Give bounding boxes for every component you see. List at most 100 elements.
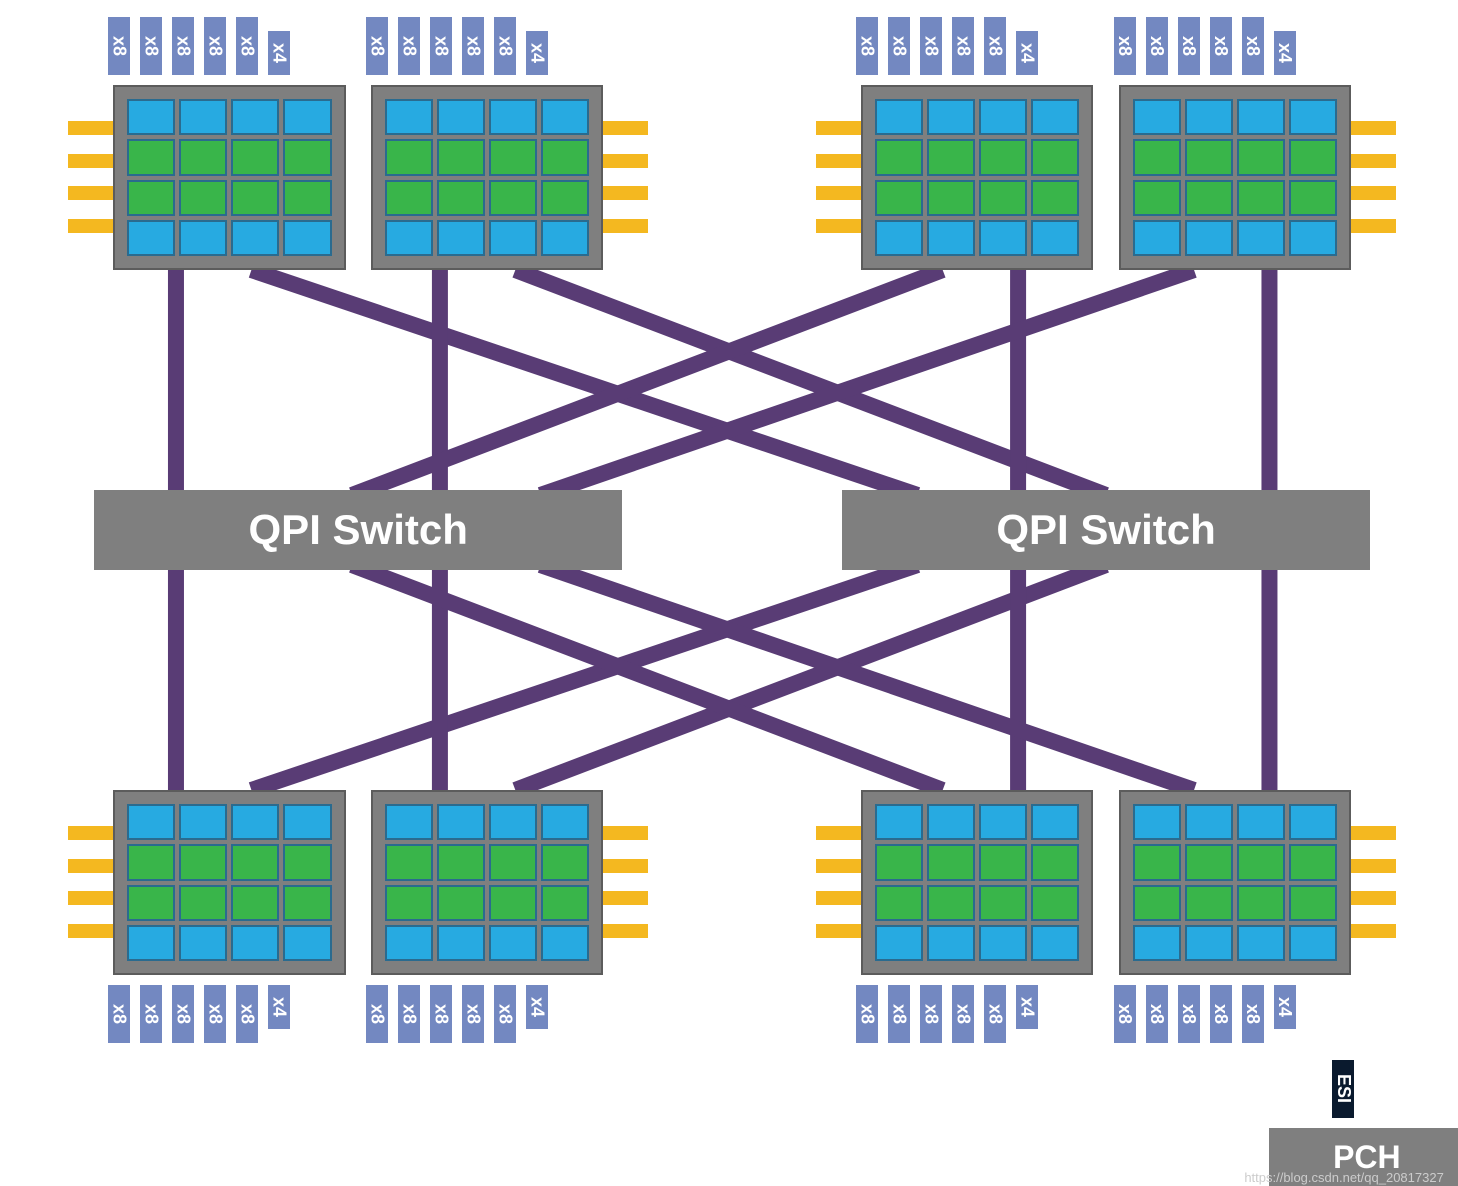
cpu-core-cell: [541, 925, 589, 961]
cpu-core-grid: [875, 99, 1080, 256]
cpu-core-cell: [1289, 180, 1337, 216]
cpu-core-cell: [875, 139, 923, 175]
memory-pin: [1351, 826, 1396, 840]
cpu-block: x8x8x8x8x8x4: [861, 790, 1094, 975]
cpu-core-cell: [283, 220, 331, 256]
memory-pin: [1351, 121, 1396, 135]
cpu-core-cell: [927, 180, 975, 216]
memory-pin: [603, 891, 648, 905]
cpu-core-cell: [1289, 925, 1337, 961]
memory-pin: [816, 891, 861, 905]
pcie-label: x8: [108, 17, 130, 75]
memory-pin: [603, 186, 648, 200]
cpu-core-cell: [1185, 844, 1233, 880]
memory-pin: [603, 154, 648, 168]
pcie-label: x8: [140, 17, 162, 75]
cpu-core-grid: [875, 804, 1080, 961]
cpu-core-cell: [283, 180, 331, 216]
cpu-core-cell: [179, 180, 227, 216]
cpu-block: x8x8x8x8x8x4: [113, 790, 346, 975]
cpu-core-cell: [1031, 139, 1079, 175]
pcie-label: x8: [462, 985, 484, 1043]
cpu-core-cell: [927, 925, 975, 961]
cpu-core-cell: [283, 139, 331, 175]
cpu-core-cell: [179, 925, 227, 961]
cpu-core-cell: [1031, 220, 1079, 256]
cpu-core-cell: [127, 804, 175, 840]
memory-pin: [68, 924, 113, 938]
cpu-core-cell: [927, 804, 975, 840]
pcie-label: x8: [494, 985, 516, 1043]
pcie-label: x8: [398, 17, 420, 75]
memory-pin: [1351, 219, 1396, 233]
pcie-label: x8: [172, 17, 194, 75]
pcie-label: x8: [1146, 17, 1168, 75]
cpu-core-cell: [541, 99, 589, 135]
pcie-label: x8: [1114, 17, 1136, 75]
cpu-core-cell: [127, 180, 175, 216]
cpu-core-cell: [1185, 99, 1233, 135]
cpu-core-cell: [231, 139, 279, 175]
pcie-label: x8: [952, 985, 974, 1043]
cpu-block: x8x8x8x8x8x4: [1119, 790, 1352, 975]
memory-pin: [68, 859, 113, 873]
pcie-label: x8: [204, 985, 226, 1043]
cpu-core-grid: [127, 99, 332, 256]
cpu-body: [371, 85, 604, 270]
cpu-core-cell: [1031, 804, 1079, 840]
cpu-core-cell: [437, 885, 485, 921]
cpu-core-cell: [1133, 180, 1181, 216]
cpu-core-cell: [1289, 220, 1337, 256]
cpu-core-cell: [1133, 885, 1181, 921]
cpu-core-cell: [283, 99, 331, 135]
pcie-label: x8: [1178, 17, 1200, 75]
cpu-core-cell: [927, 99, 975, 135]
cpu-core-cell: [437, 180, 485, 216]
cpu-core-cell: [179, 804, 227, 840]
memory-pins: [1351, 808, 1396, 956]
cpu-core-cell: [979, 220, 1027, 256]
memory-pin: [1351, 924, 1396, 938]
cpu-core-cell: [979, 139, 1027, 175]
pcie-labels: x8x8x8x8x8x4: [366, 17, 548, 75]
cpu-core-cell: [489, 220, 537, 256]
cpu-core-cell: [489, 139, 537, 175]
pcie-labels: x8x8x8x8x8x4: [856, 17, 1038, 75]
cpu-core-cell: [437, 139, 485, 175]
pcie-labels: x8x8x8x8x8x4: [1114, 985, 1296, 1043]
pcie-label: x8: [1242, 17, 1264, 75]
cpu-block: x8x8x8x8x8x4: [371, 790, 604, 975]
cpu-core-cell: [385, 804, 433, 840]
pcie-label: x8: [888, 985, 910, 1043]
cpu-core-cell: [1289, 139, 1337, 175]
qpi-switch: QPI Switch: [842, 490, 1370, 570]
cpu-core-cell: [927, 844, 975, 880]
pcie-label: x8: [172, 985, 194, 1043]
cpu-core-cell: [1237, 220, 1285, 256]
cpu-core-cell: [979, 885, 1027, 921]
memory-pin: [816, 826, 861, 840]
cpu-core-cell: [385, 885, 433, 921]
cpu-core-cell: [127, 139, 175, 175]
cpu-core-cell: [541, 220, 589, 256]
cpu-core-cell: [1031, 925, 1079, 961]
cpu-core-cell: [875, 220, 923, 256]
cpu-core-cell: [1237, 99, 1285, 135]
cpu-core-cell: [979, 804, 1027, 840]
cpu-core-cell: [1133, 804, 1181, 840]
cpu-core-cell: [541, 180, 589, 216]
cpu-core-cell: [875, 180, 923, 216]
cpu-core-cell: [437, 220, 485, 256]
cpu-core-cell: [437, 99, 485, 135]
cpu-core-cell: [489, 804, 537, 840]
pcie-label: x8: [920, 985, 942, 1043]
pcie-label: x8: [1242, 985, 1264, 1043]
cpu-core-cell: [127, 99, 175, 135]
pcie-label: x8: [430, 17, 452, 75]
qpi-topology-diagram: x8x8x8x8x8x4x8x8x8x8x8x4x8x8x8x8x8x4x8x8…: [0, 0, 1458, 1186]
memory-pins: [603, 103, 648, 251]
cpu-core-cell: [979, 925, 1027, 961]
pcie-label: x8: [984, 985, 1006, 1043]
cpu-block: x8x8x8x8x8x4: [861, 85, 1094, 270]
cpu-core-cell: [385, 139, 433, 175]
